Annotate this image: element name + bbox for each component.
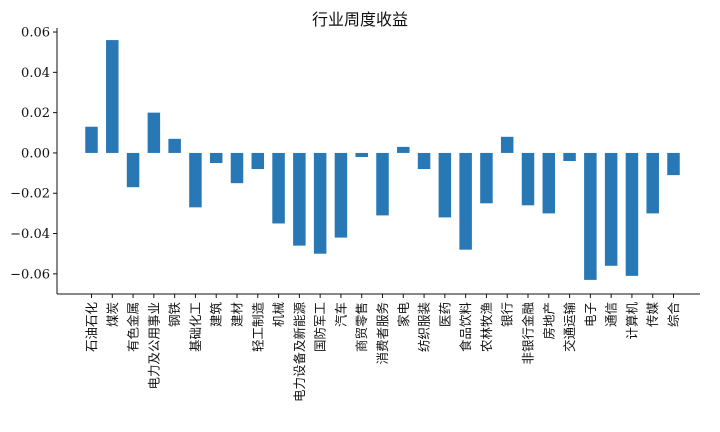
bar <box>584 152 597 280</box>
x-tick-label: 电子 <box>583 302 598 327</box>
x-tick-label: 基础化工 <box>188 302 203 352</box>
x-tick-label: 通信 <box>604 302 619 327</box>
x-tick-label: 农林牧渔 <box>479 302 494 352</box>
bar <box>230 152 244 184</box>
bar <box>438 152 452 218</box>
x-tick-label: 传媒 <box>645 302 660 328</box>
x-tick-label: 房地产 <box>541 302 556 340</box>
bar <box>209 152 223 164</box>
x-tick-label: 煤炭 <box>105 302 120 327</box>
bar <box>500 136 514 153</box>
x-tick-label: 轻工制造 <box>250 302 265 353</box>
x-tick-label: 有色金属 <box>126 302 141 352</box>
x-tick-label: 综合 <box>666 302 681 328</box>
bar <box>604 152 618 266</box>
bar <box>251 152 265 170</box>
bar <box>646 152 659 214</box>
bar <box>480 152 493 204</box>
x-tick-label: 计算机 <box>624 302 639 340</box>
x-tick-label: 电力设备及新能源 <box>292 302 307 403</box>
bar <box>272 152 285 224</box>
bar <box>189 152 202 208</box>
bar <box>355 152 368 157</box>
bar <box>126 152 140 188</box>
y-tick-label: 0.06 <box>21 26 50 41</box>
bar <box>521 152 535 206</box>
y-tick-label: −0.02 <box>10 187 50 202</box>
x-tick-label: 交通运输 <box>562 302 577 353</box>
x-axis: 石油石化 煤炭 有色金属 电力及公用事业 钢铁 基础化工 建筑 建材 轻工制造 机械 电力设备及新能… <box>57 293 700 403</box>
bar <box>147 112 161 153</box>
bars <box>85 40 680 280</box>
bar <box>625 152 639 276</box>
x-tick-label: 家电 <box>396 302 411 328</box>
bar <box>542 152 556 214</box>
x-tick-label: 医药 <box>437 302 452 327</box>
bar <box>106 40 119 153</box>
x-tick-label: 纺织服装 <box>417 302 432 352</box>
x-tick-label: 商贸零售 <box>354 302 369 352</box>
x-tick-label: 建筑 <box>209 302 224 328</box>
x-tick-label: 消费者服务 <box>375 302 390 365</box>
bar <box>293 152 306 246</box>
x-tick-label: 电力及公用事业 <box>146 302 161 390</box>
x-tick-label: 非银行金融 <box>521 302 536 365</box>
bar <box>459 152 472 250</box>
bar <box>313 152 327 254</box>
bar <box>397 146 410 153</box>
bar <box>417 152 431 170</box>
x-tick-label: 石油石化 <box>84 302 99 353</box>
x-tick-label: 机械 <box>271 302 286 328</box>
bar <box>85 126 98 153</box>
y-tick-label: −0.04 <box>10 227 50 242</box>
x-tick-label: 食品饮料 <box>458 302 473 353</box>
bar <box>168 138 181 153</box>
y-tick-label: 0.04 <box>21 66 50 81</box>
chart-title: 行业周度收益 <box>311 10 408 29</box>
bar <box>563 152 576 161</box>
x-tick-label: 钢铁 <box>167 302 182 328</box>
bar <box>376 152 389 216</box>
bar <box>334 152 348 238</box>
bar <box>667 152 680 176</box>
x-tick-label: 汽车 <box>333 302 348 327</box>
y-tick-label: 0.00 <box>21 146 50 161</box>
y-axis: 0.06 0.04 0.02 0.00 −0.02 −0.04 −0.06 <box>10 26 58 294</box>
y-tick-label: −0.06 <box>10 267 50 282</box>
x-tick-label: 国防军工 <box>313 302 328 352</box>
x-tick-label: 银行 <box>500 302 515 327</box>
y-tick-label: 0.02 <box>21 106 50 121</box>
x-tick-label: 建材 <box>230 302 245 327</box>
